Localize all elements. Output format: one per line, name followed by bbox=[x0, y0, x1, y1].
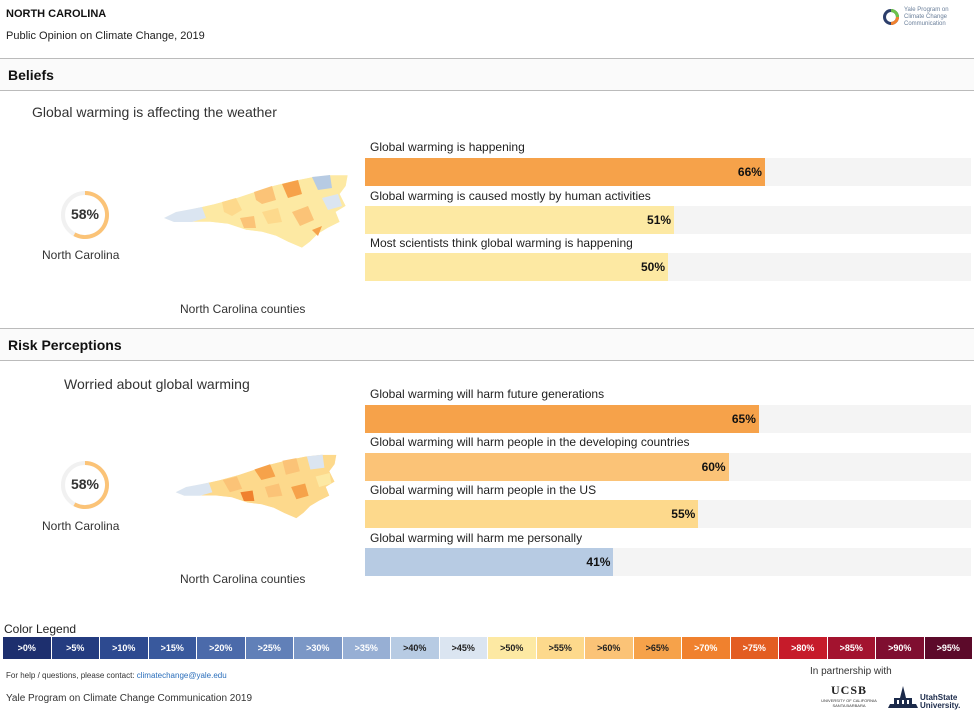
legend-cell: >50% bbox=[488, 637, 537, 659]
utah-state-logo[interactable]: UtahState University. bbox=[886, 682, 974, 712]
bar-label: Most scientists think global warming is … bbox=[370, 236, 633, 250]
utah-state-logo-text: UtahState University. bbox=[920, 693, 961, 710]
legend-cell: >25% bbox=[245, 637, 294, 659]
legend-cell: >70% bbox=[682, 637, 731, 659]
section-title: Beliefs bbox=[8, 67, 54, 83]
bar-value: 66% bbox=[737, 165, 762, 179]
help-contact: For help / questions, please contact: cl… bbox=[6, 671, 227, 680]
county-map[interactable] bbox=[162, 172, 352, 252]
gauge-ring-icon bbox=[61, 461, 109, 509]
bar-fill: 66% bbox=[365, 158, 765, 186]
bar-label: Global warming will harm people in the d… bbox=[370, 435, 690, 449]
legend-cell: >0% bbox=[3, 637, 52, 659]
bar-fill: 50% bbox=[365, 253, 668, 281]
legend-cell: >75% bbox=[730, 637, 779, 659]
bar-value: 55% bbox=[671, 507, 696, 521]
state-gauge: 58% bbox=[60, 460, 110, 510]
location-label: North Carolina bbox=[42, 519, 120, 533]
legend-cell: >30% bbox=[294, 637, 343, 659]
bar-track[interactable]: 66% bbox=[365, 158, 971, 186]
section-title: Risk Perceptions bbox=[8, 337, 122, 353]
legend-cell: >40% bbox=[391, 637, 440, 659]
logo-text: Yale Program on Climate Change Communica… bbox=[904, 7, 949, 27]
ucsb-logo-mark: UCSB bbox=[830, 683, 867, 697]
bar-label: Global warming is happening bbox=[370, 140, 525, 154]
gauge-ring-icon bbox=[61, 191, 109, 239]
color-legend: >0% >5% >10% >15% >20% >25% >30% >35% >4… bbox=[3, 637, 973, 659]
page-title: NORTH CAROLINA bbox=[6, 8, 107, 20]
bar-track[interactable]: 50% bbox=[365, 253, 971, 281]
bar-value: 51% bbox=[647, 213, 672, 227]
lead-question: Global warming is affecting the weather bbox=[32, 104, 277, 120]
bar-label: Global warming will harm me personally bbox=[370, 531, 583, 545]
bar-fill: 41% bbox=[365, 548, 614, 576]
lead-question: Worried about global warming bbox=[64, 376, 250, 392]
bar-fill: 60% bbox=[365, 453, 729, 481]
ucsb-logo[interactable]: UCSB UNIVERSITY OF CALIFORNIA SANTA BARB… bbox=[818, 683, 880, 711]
legend-cell: >65% bbox=[633, 637, 682, 659]
legend-cell: >5% bbox=[51, 637, 100, 659]
page-subtitle: Public Opinion on Climate Change, 2019 bbox=[6, 30, 205, 42]
legend-cell: >95% bbox=[924, 637, 973, 659]
bar-value: 41% bbox=[586, 555, 611, 569]
bar-fill: 55% bbox=[365, 500, 699, 528]
location-label: North Carolina bbox=[42, 248, 120, 262]
bar-fill: 65% bbox=[365, 405, 759, 433]
bar-track[interactable]: 60% bbox=[365, 453, 971, 481]
help-email-link[interactable]: climatechange@yale.edu bbox=[136, 671, 227, 680]
help-prefix: For help / questions, please contact: bbox=[6, 671, 137, 680]
legend-cell: >45% bbox=[439, 637, 488, 659]
bar-track[interactable]: 55% bbox=[365, 500, 971, 528]
bar-value: 65% bbox=[731, 412, 756, 426]
footer-credit: Yale Program on Climate Change Communica… bbox=[6, 693, 253, 704]
legend-cell: >10% bbox=[100, 637, 149, 659]
legend-cell: >20% bbox=[197, 637, 246, 659]
county-map[interactable] bbox=[162, 452, 352, 522]
bar-value: 60% bbox=[701, 460, 726, 474]
partner-label: In partnership with bbox=[810, 666, 892, 677]
legend-cell: >85% bbox=[827, 637, 876, 659]
legend-title: Color Legend bbox=[4, 622, 77, 636]
bar-label: Global warming will harm people in the U… bbox=[370, 483, 597, 497]
legend-cell: >60% bbox=[585, 637, 634, 659]
bar-track[interactable]: 65% bbox=[365, 405, 971, 433]
bar-track[interactable]: 41% bbox=[365, 548, 971, 576]
state-gauge: 58% bbox=[60, 190, 110, 240]
section-header-risk-perceptions: Risk Perceptions bbox=[0, 328, 974, 361]
section-header-beliefs: Beliefs bbox=[0, 58, 974, 91]
bar-label: Global warming is caused mostly by human… bbox=[370, 189, 651, 203]
bar-fill: 51% bbox=[365, 206, 675, 234]
bar-label: Global warming will harm future generati… bbox=[370, 387, 605, 401]
bar-track[interactable]: 51% bbox=[365, 206, 971, 234]
map-caption: North Carolina counties bbox=[180, 302, 306, 316]
gauge-value: 58% bbox=[70, 476, 100, 492]
legend-cell: >35% bbox=[342, 637, 391, 659]
old-main-building-icon bbox=[888, 686, 918, 708]
gauge-value: 58% bbox=[70, 206, 100, 222]
legend-cell: >55% bbox=[536, 637, 585, 659]
map-caption: North Carolina counties bbox=[180, 572, 306, 586]
legend-cell: >15% bbox=[148, 637, 197, 659]
legend-cell: >90% bbox=[876, 637, 925, 659]
logo-ring-icon bbox=[883, 9, 899, 25]
bar-value: 50% bbox=[640, 260, 665, 274]
ucsb-logo-subtitle: UNIVERSITY OF CALIFORNIA SANTA BARBARA bbox=[821, 698, 877, 708]
legend-cell: >80% bbox=[779, 637, 828, 659]
yale-climate-logo[interactable]: Yale Program on Climate Change Communica… bbox=[882, 6, 970, 30]
